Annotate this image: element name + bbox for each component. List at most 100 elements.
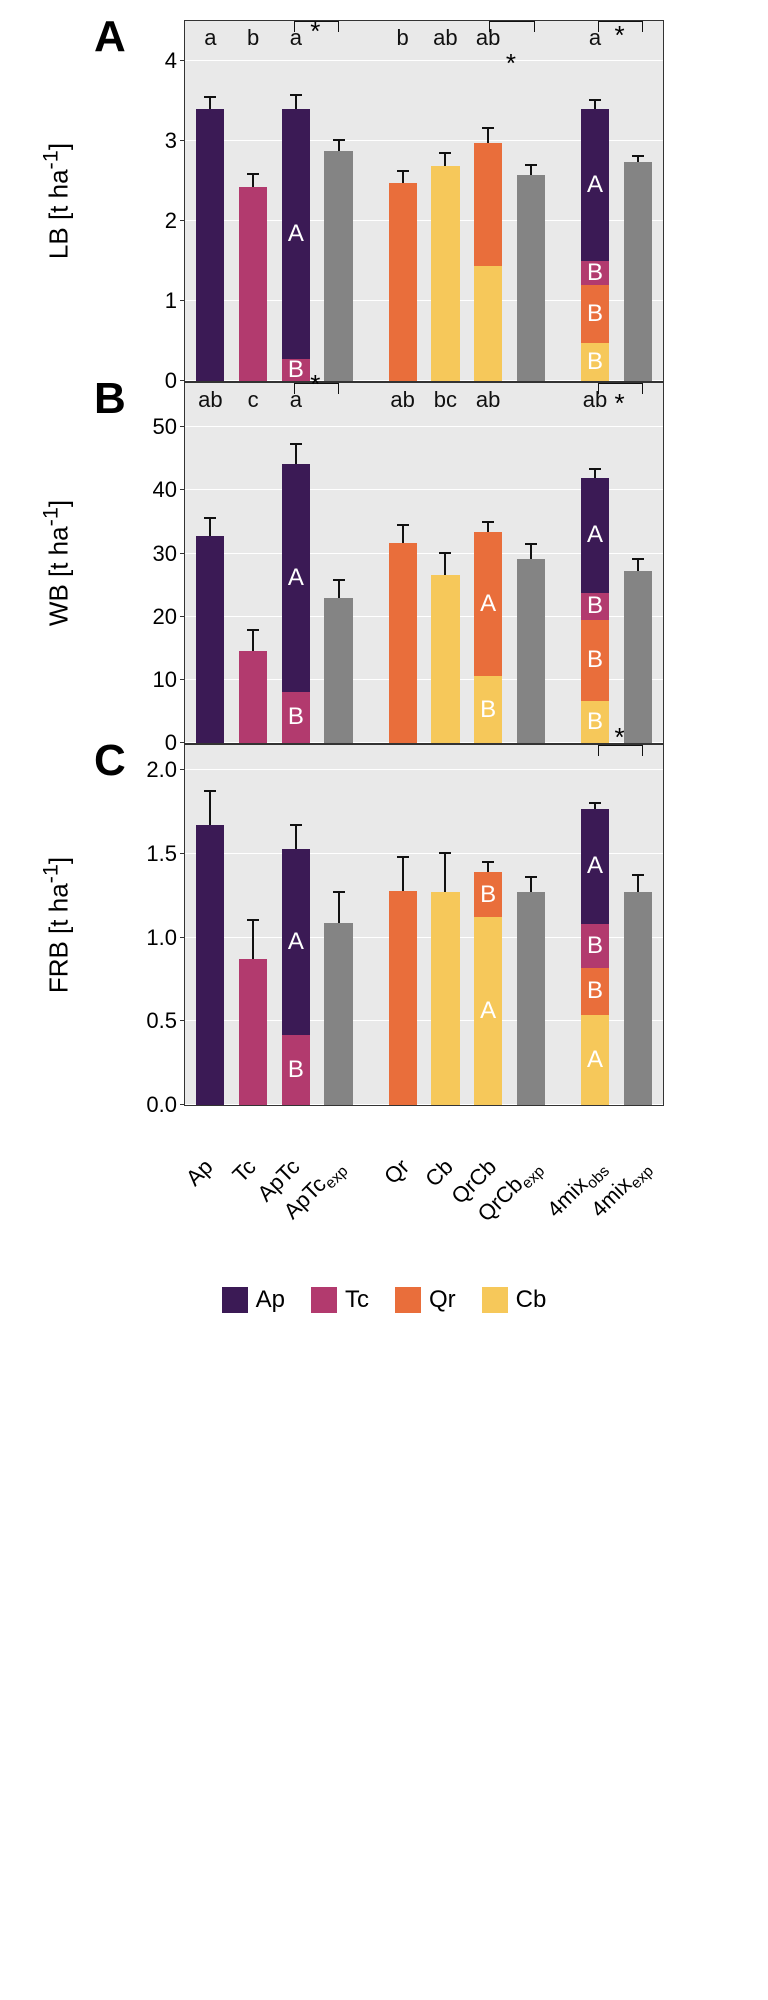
legend-item-Cb: Cb [482,1286,547,1314]
legend-label: Cb [516,1286,547,1314]
bar-segment-Tc [239,187,267,381]
error-bar [487,861,489,873]
error-bar [530,543,532,559]
bar-slot [510,383,553,743]
bar [196,109,224,381]
ytick-label: 0.0 [146,1092,185,1118]
bar-segment-Cb [474,266,502,381]
bar: BBBA [581,478,609,743]
error-bar [637,558,639,571]
error-bar [295,443,297,464]
bar: BA [282,109,310,381]
ytick-label: 1.5 [146,841,185,867]
bar-segment-Qr: B [581,620,609,701]
bar-slot [616,383,659,743]
ytick-label: 2.0 [146,757,185,783]
significance-star: * [614,22,624,48]
error-bar [594,802,596,809]
segment-letter: A [288,220,304,248]
bar: BA [282,464,310,743]
bar [624,162,652,381]
bars-container: abcBAaabbcBAabBBBAab [185,383,663,743]
bar-segment-exp [624,162,652,381]
error-bar [594,99,596,109]
panel-A: ALB [t ha-1]01234abBAabababBBBAa*** [104,20,664,382]
panel-B: BWB [t ha-1]01020304050abcBAaabbcBAabBBB… [104,382,664,744]
error-bar [252,919,254,959]
bar [431,892,459,1105]
bar-segment-exp [324,923,352,1106]
error-bar [530,164,532,175]
legend-swatch [482,1287,508,1313]
y-axis-label: LB [t ha-1] [38,143,75,259]
segment-letter: B [288,703,304,731]
bar [517,175,545,381]
bar: BA [282,849,310,1105]
bar [196,536,224,743]
bar-segment-Cb: A [474,917,502,1105]
bar-segment-Tc [239,959,267,1105]
bar-segment-exp [517,892,545,1105]
spacer [552,745,573,1105]
error-bar [252,173,254,187]
bar-segment-Ap: A [282,849,310,1035]
error-bar [209,517,211,536]
bar [324,151,352,381]
bar-segment-Tc: B [581,593,609,620]
legend-item-Ap: Ap [222,1286,285,1314]
legend-swatch [222,1287,248,1313]
bars-container: BAABABBA [185,745,663,1105]
plot-box: 01020304050abcBAaabbcBAabBBBAab** [184,382,664,744]
legend-label: Ap [256,1286,285,1314]
bar [389,183,417,381]
error-bar [530,876,532,893]
significance-star: * [506,50,516,76]
panel-letter: C [94,736,126,786]
bar-slot: ab [467,21,510,381]
bar-slot: BAa [274,383,317,743]
error-bar [338,891,340,923]
error-bar [444,552,446,575]
bar-slot [424,745,467,1105]
segment-letter: A [480,997,496,1025]
bar-segment-Ap: A [581,809,609,925]
significance-star: * [310,18,320,44]
bar-slot [189,745,232,1105]
segment-letter: A [587,852,603,880]
error-bar [295,94,297,109]
bar-slot: a [189,21,232,381]
bar [239,187,267,381]
bar [196,825,224,1105]
spacer [552,383,573,743]
spacer [360,745,381,1105]
bar-segment-Tc: B [581,261,609,285]
error-bar [487,521,489,532]
post-hoc-letter: a [204,25,216,51]
post-hoc-letter: ab [476,387,500,413]
bar-segment-Qr [474,143,502,265]
ytick-label: 4 [165,48,185,74]
bar-segment-Cb [431,166,459,381]
bar-segment-Ap [196,825,224,1105]
panel-letter: A [94,12,126,62]
bar-slot: ab [189,383,232,743]
y-axis-label: FRB [t ha-1] [38,857,75,993]
bar [389,891,417,1105]
legend-swatch [311,1287,337,1313]
segment-letter: A [587,521,603,549]
error-bar [295,824,297,849]
segment-letter: A [587,171,603,199]
bar [624,571,652,743]
spacer [552,21,573,381]
post-hoc-letter: ab [433,25,457,51]
ytick-label: 30 [153,541,185,567]
bar-slot: BAa [274,21,317,381]
error-bar [637,874,639,892]
bar-slot: ABBA [574,745,617,1105]
bar-segment-exp [624,892,652,1105]
bars-container: abBAabababBBBAa [185,21,663,381]
legend-swatch [395,1287,421,1313]
bar-segment-Ap [196,536,224,743]
segment-letter: B [587,977,603,1005]
ytick-label: 3 [165,128,185,154]
